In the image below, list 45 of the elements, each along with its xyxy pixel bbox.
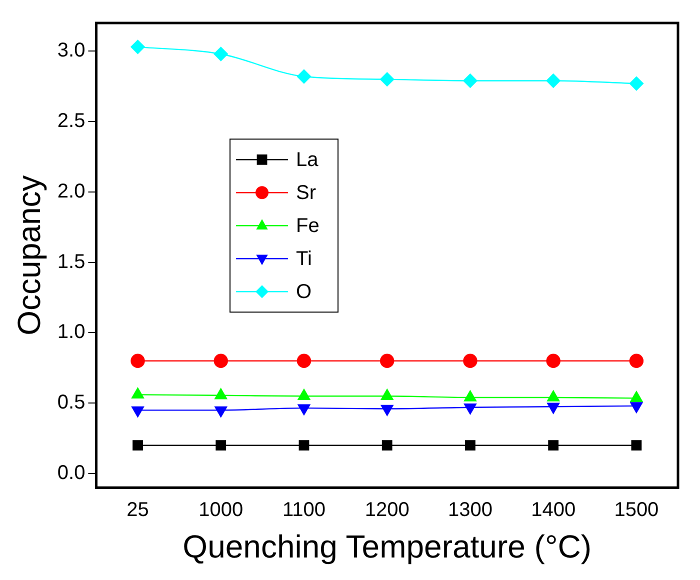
legend-label: La [296,149,320,172]
point [631,440,642,451]
point [630,391,643,402]
y-axis-title: Occupancy [11,175,48,336]
y-tick-label: 3.0 [57,40,86,62]
x-tick-label: 1200 [364,499,410,522]
point [380,354,394,368]
y-tick-label: 1.0 [57,321,86,344]
x-tick-label: 1500 [614,499,659,522]
point [216,440,226,451]
point [130,40,145,54]
x-tick-label: 1100 [282,499,326,522]
legend-label: Fe [296,215,320,238]
point [629,76,644,91]
point [296,69,312,84]
point [629,354,644,368]
point [296,354,312,368]
x-axis-title: Quenching Temperature (°C) [182,528,592,565]
point [548,440,559,451]
x-tick-label: 1400 [531,499,576,522]
point [546,354,560,368]
y-tick-label: 0.0 [57,462,86,484]
point [130,354,145,368]
point [132,440,143,451]
legend-label: Sr [296,182,316,204]
x-tick-label: 25 [126,499,149,522]
y-tick-label: 0.5 [57,392,86,414]
point [380,72,394,86]
point [298,440,310,451]
x-tick-label: 1000 [198,499,244,522]
point [214,354,228,368]
point [463,354,478,368]
y-tick-label: 2.0 [57,180,86,202]
point [463,74,478,88]
x-tick-label: 1300 [448,499,492,522]
point [214,46,228,62]
legend-label: O [296,281,312,304]
point [214,388,228,400]
y-tick-label: 1.5 [57,250,86,273]
legend-label: Ti [296,248,312,270]
point [382,440,392,451]
point [465,440,476,451]
point [546,74,560,88]
point [132,388,144,399]
y-tick-label: 2.5 [57,110,86,132]
